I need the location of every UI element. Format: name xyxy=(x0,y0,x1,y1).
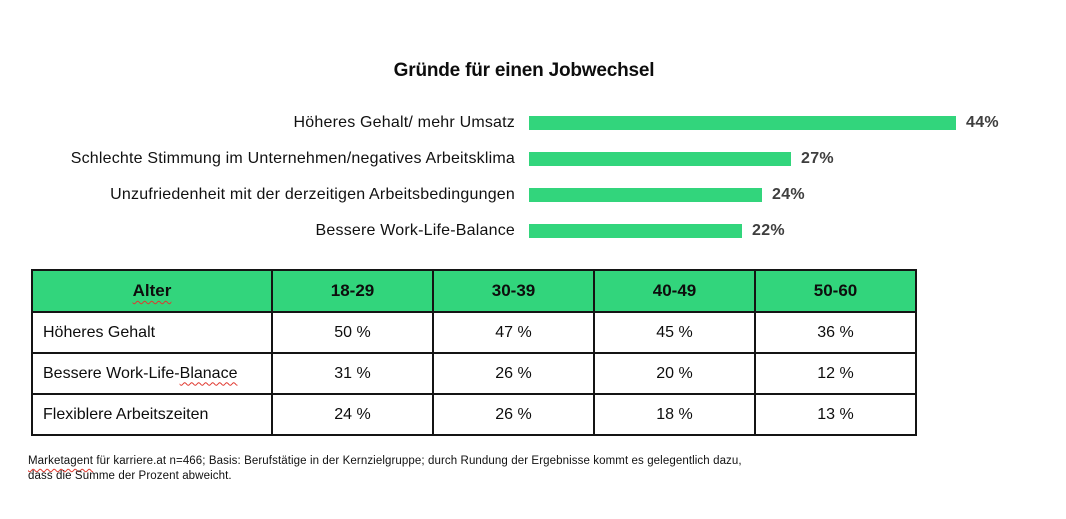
table-header-cell: 18-29 xyxy=(271,269,434,313)
spellcheck-squiggle: Blanace xyxy=(179,364,238,382)
bar xyxy=(529,188,762,202)
value-cell: 26 % xyxy=(432,393,595,436)
footnote-line2: dass die Summe der Prozent abweicht. xyxy=(28,469,232,482)
table-row: Flexiblere Arbeitszeiten 24 % 26 % 18 % … xyxy=(31,393,917,436)
table-header-cell-alter: Alter xyxy=(31,269,273,313)
age-table: Alter 18-29 30-39 40-49 50-60 Höheres Ge… xyxy=(31,269,917,436)
bar-label: Höheres Gehalt/ mehr Umsatz xyxy=(293,114,515,131)
bar-chart: Höheres Gehalt/ mehr Umsatz 44% Schlecht… xyxy=(0,105,1066,249)
bar-label: Bessere Work-Life-Balance xyxy=(315,222,515,239)
value-cell: 13 % xyxy=(754,393,917,436)
bar-row: Unzufriedenheit mit der derzeitigen Arbe… xyxy=(0,177,1066,213)
bar-row: Bessere Work-Life-Balance 22% xyxy=(0,213,1066,249)
bar-row: Höheres Gehalt/ mehr Umsatz 44% xyxy=(0,105,1066,141)
bar-value-label: 24% xyxy=(772,186,805,203)
row-label-cell: Bessere Work-Life-Blanace xyxy=(31,352,273,395)
value-cell: 31 % xyxy=(271,352,434,395)
table-row: Höheres Gehalt 50 % 47 % 45 % 36 % xyxy=(31,311,917,354)
row-label-cell: Höheres Gehalt xyxy=(31,311,273,354)
value-cell: 47 % xyxy=(432,311,595,354)
spellcheck-squiggle: Alter xyxy=(132,281,172,300)
value-cell: 36 % xyxy=(754,311,917,354)
row-label-cell: Flexiblere Arbeitszeiten xyxy=(31,393,273,436)
bar-value-label: 44% xyxy=(966,114,999,131)
value-cell: 18 % xyxy=(593,393,756,436)
table-header-cell: 50-60 xyxy=(754,269,917,313)
value-cell: 45 % xyxy=(593,311,756,354)
bar-value-label: 27% xyxy=(801,150,834,167)
page-title: Gründe für einen Jobwechsel xyxy=(393,60,655,81)
row-label-text: Bessere Work-Life- xyxy=(43,364,180,382)
bar xyxy=(529,152,791,166)
value-cell: 26 % xyxy=(432,352,595,395)
bar-label: Unzufriedenheit mit der derzeitigen Arbe… xyxy=(110,186,515,203)
spellcheck-squiggle: Marketagent xyxy=(28,455,94,467)
footnote: Marketagent für karriere.at n=466; Basis… xyxy=(28,454,888,484)
bar xyxy=(529,116,956,130)
bar xyxy=(529,224,742,238)
table-row: Bessere Work-Life-Blanace 31 % 26 % 20 %… xyxy=(31,352,917,395)
table-header-cell: 40-49 xyxy=(593,269,756,313)
bar-value-label: 22% xyxy=(752,222,785,239)
value-cell: 20 % xyxy=(593,352,756,395)
table-header-row: Alter 18-29 30-39 40-49 50-60 xyxy=(31,269,917,313)
value-cell: 12 % xyxy=(754,352,917,395)
table-header-cell: 30-39 xyxy=(432,269,595,313)
bar-label: Schlechte Stimmung im Unternehmen/negati… xyxy=(70,150,515,167)
value-cell: 50 % xyxy=(271,311,434,354)
footnote-line1: für karriere.at n=466; Basis: Berufstäti… xyxy=(93,455,742,467)
bar-row: Schlechte Stimmung im Unternehmen/negati… xyxy=(0,141,1066,177)
value-cell: 24 % xyxy=(271,393,434,436)
